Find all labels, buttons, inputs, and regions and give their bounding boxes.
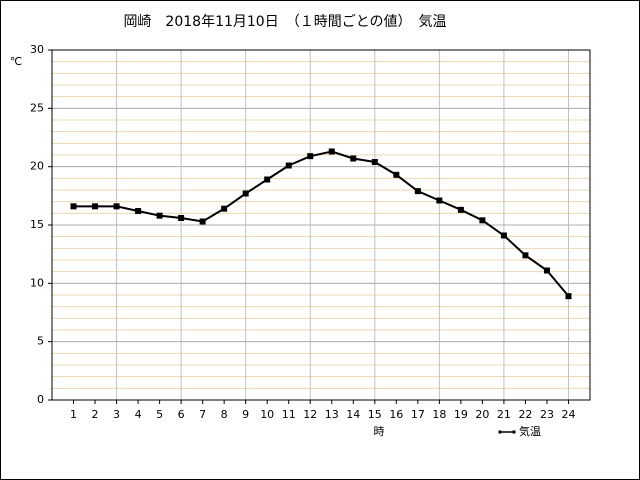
- x-tick-label: 8: [221, 408, 228, 421]
- x-tick-label: 13: [325, 408, 339, 421]
- x-tick-label: 20: [475, 408, 489, 421]
- y-tick-label: 0: [37, 393, 44, 406]
- x-tick-label: 18: [432, 408, 446, 421]
- data-point: [242, 190, 249, 197]
- data-point: [479, 217, 486, 224]
- data-point: [457, 206, 464, 213]
- x-tick-label: 16: [389, 408, 403, 421]
- data-point: [178, 215, 185, 221]
- data-point: [371, 159, 378, 165]
- y-tick-label: 5: [37, 335, 44, 348]
- data-point: [543, 267, 550, 274]
- x-tick-label: 23: [540, 408, 554, 421]
- x-tick-label: 7: [199, 408, 206, 421]
- x-tick-label: 15: [368, 408, 382, 421]
- plot-border: [51, 49, 591, 401]
- data-point: [113, 203, 120, 210]
- data-point: [199, 218, 206, 225]
- x-tick-label: 22: [518, 408, 532, 421]
- x-tick-label: 10: [260, 408, 274, 421]
- y-tick-label: 25: [30, 101, 44, 114]
- data-point: [285, 162, 292, 169]
- x-axis-label: 時: [374, 425, 385, 438]
- x-tick-label: 17: [411, 408, 425, 421]
- x-tick-label: 19: [454, 408, 468, 421]
- x-tick-label: 12: [303, 408, 317, 421]
- data-point: [221, 205, 228, 212]
- data-point: [156, 212, 163, 219]
- y-axis-label: ℃: [10, 55, 22, 68]
- data-point: [414, 188, 421, 195]
- data-point: [436, 197, 443, 204]
- data-point: [307, 153, 314, 160]
- x-tick-label: 9: [242, 408, 249, 421]
- x-tick-label: 11: [282, 408, 296, 421]
- data-point: [92, 203, 99, 210]
- data-point: [393, 171, 400, 178]
- data-point: [70, 203, 77, 210]
- x-tick-label: 6: [178, 408, 185, 421]
- data-point: [264, 176, 271, 183]
- data-point: [522, 252, 529, 259]
- x-tick-label: 21: [497, 408, 511, 421]
- x-tick-label: 24: [561, 408, 575, 421]
- data-point: [500, 232, 507, 239]
- series-line: [73, 150, 570, 297]
- x-tick-label: 14: [346, 408, 360, 421]
- y-tick-label: 20: [30, 160, 44, 173]
- data-point: [350, 155, 357, 162]
- y-tick-label: 15: [30, 218, 44, 231]
- data-point: [328, 148, 335, 155]
- y-tick-label: 30: [30, 43, 44, 56]
- x-tick-label: 1: [70, 408, 77, 421]
- legend-marker: [512, 430, 516, 434]
- data-point: [565, 293, 572, 300]
- legend-marker: [498, 430, 502, 434]
- x-tick-label: 2: [92, 408, 99, 421]
- x-tick-label: 3: [113, 408, 120, 421]
- x-tick-label: 5: [156, 408, 163, 421]
- legend-label: 気温: [519, 424, 541, 438]
- data-point: [135, 208, 142, 214]
- x-tick-label: 4: [135, 408, 142, 421]
- chart-title: 岡崎 2018年11月10日 （１時間ごとの値） 気温: [123, 14, 446, 30]
- y-tick-label: 10: [30, 276, 44, 289]
